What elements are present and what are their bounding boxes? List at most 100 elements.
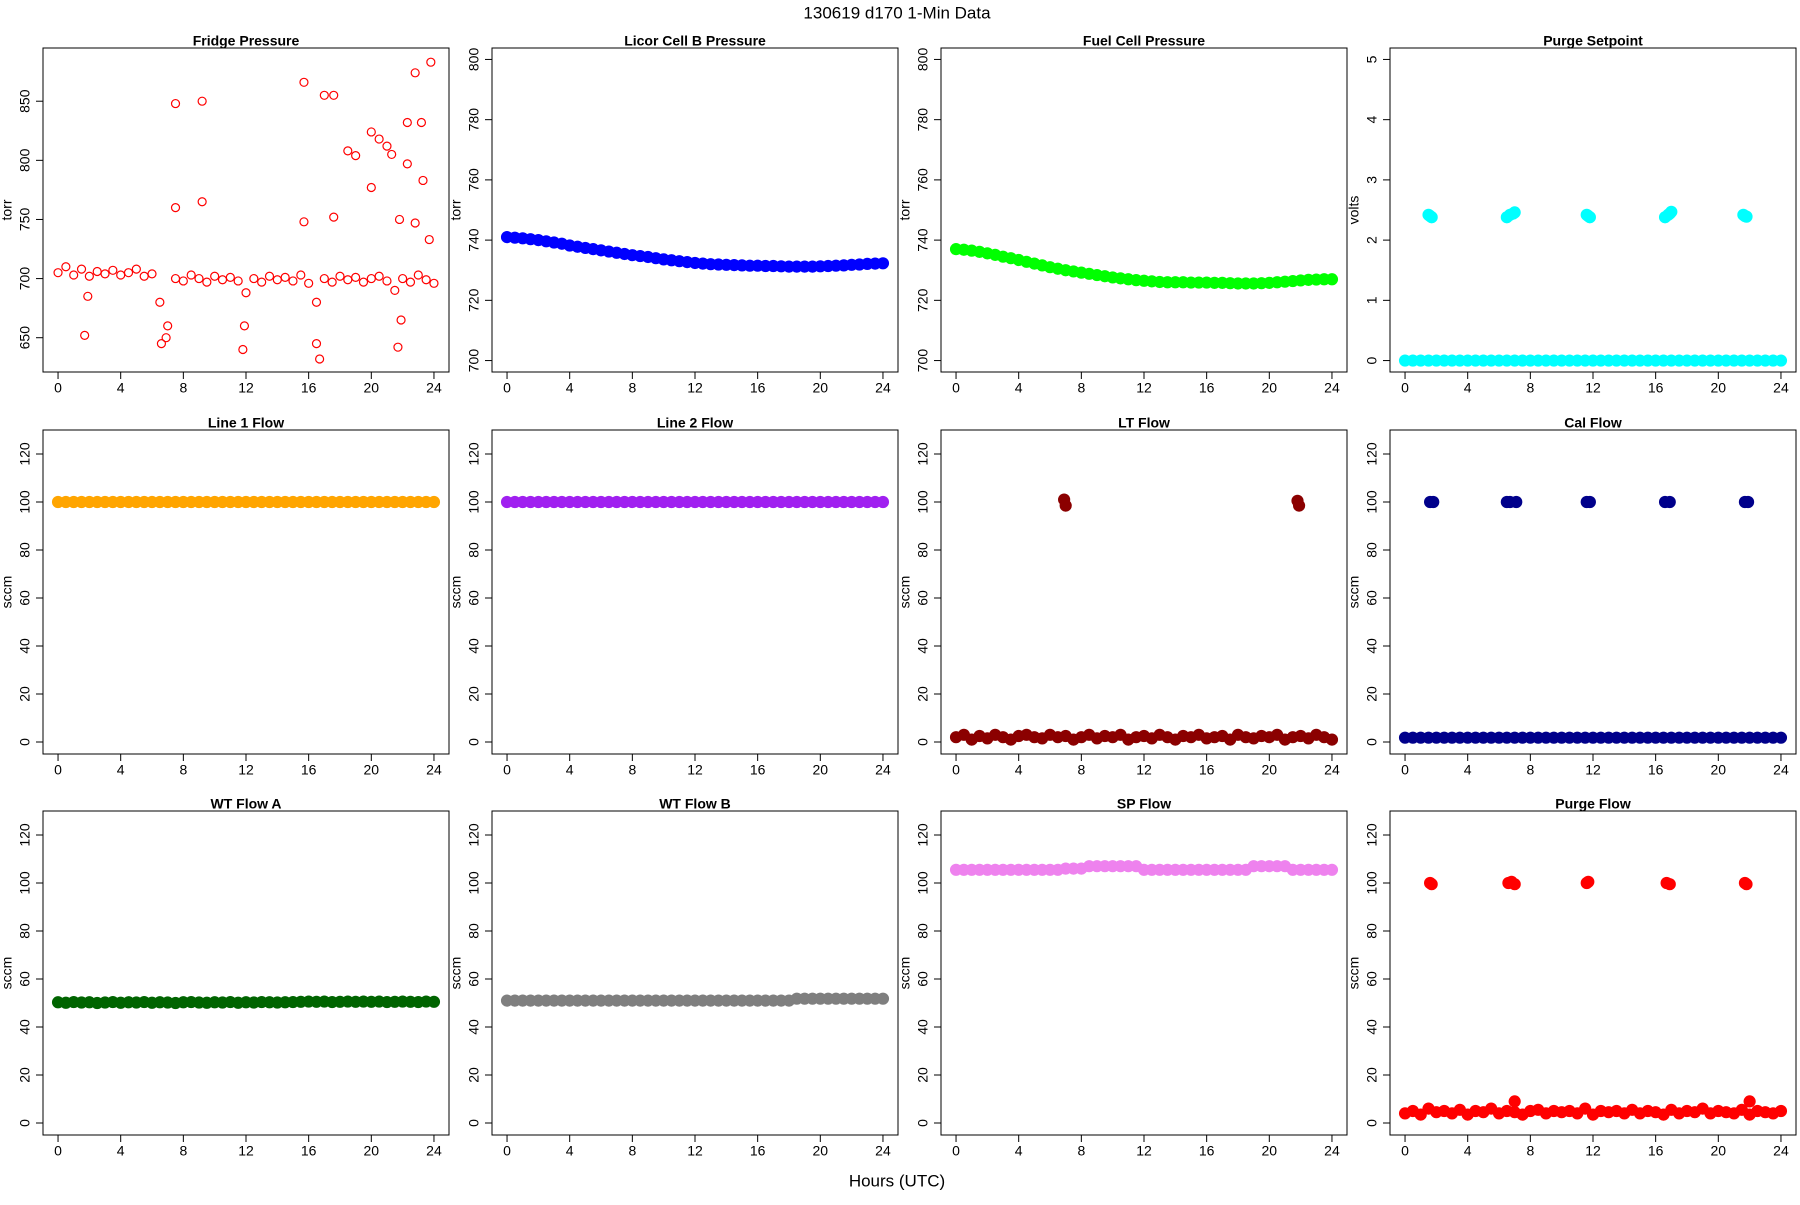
x-tick-label: 24	[426, 1143, 442, 1159]
panel-frame	[940, 810, 1348, 1136]
point	[366, 127, 376, 137]
panel-title: LT Flow	[1118, 415, 1170, 431]
point	[123, 268, 134, 278]
y-tick-label: 0	[466, 738, 482, 746]
x-tick-label: 12	[687, 762, 703, 778]
point	[1427, 495, 1440, 509]
point	[319, 273, 329, 284]
y-tick-label: 0	[466, 1119, 482, 1127]
point	[327, 277, 337, 287]
x-tick-label: 16	[750, 762, 766, 778]
x-tick-label: 8	[1077, 762, 1085, 778]
y-tick-label: 20	[17, 686, 33, 702]
point	[264, 271, 275, 281]
point	[1510, 495, 1523, 509]
y-tick-label: 700	[17, 267, 33, 291]
x-tick-label: 12	[238, 762, 254, 778]
y-tick-label: 120	[1364, 823, 1380, 847]
point	[288, 276, 298, 286]
point	[390, 285, 400, 296]
y-tick-label: 4	[1364, 116, 1380, 124]
point	[238, 344, 248, 355]
y-tick-label: 80	[915, 542, 931, 558]
point	[1665, 205, 1678, 218]
point	[311, 339, 322, 349]
y-axis-label: torr	[448, 199, 464, 220]
point	[418, 175, 428, 186]
point	[1325, 273, 1339, 286]
x-tick-label: 12	[1585, 380, 1601, 396]
point	[315, 354, 325, 364]
point	[358, 277, 369, 287]
y-tick-label: 60	[466, 590, 482, 606]
plot-area	[51, 995, 441, 1010]
plot-area	[500, 231, 890, 273]
point	[366, 182, 376, 193]
y-tick-label: 1	[1364, 296, 1380, 304]
x-tick-label: 12	[687, 1143, 703, 1159]
x-tick-label: 4	[1015, 380, 1023, 396]
y-tick-label: 60	[466, 971, 482, 987]
y-tick-label: 3	[1364, 176, 1380, 184]
point	[1425, 878, 1438, 891]
x-tick-label: 16	[750, 1143, 766, 1159]
x-tick-label: 4	[1464, 380, 1472, 396]
point	[194, 273, 204, 284]
x-tick-label: 24	[1324, 380, 1340, 396]
plot-area	[51, 495, 441, 509]
panel-title: Purge Flow	[1555, 796, 1631, 812]
point	[170, 273, 181, 284]
x-tick-label: 16	[301, 380, 317, 396]
point	[382, 276, 392, 286]
y-tick-label: 60	[17, 971, 33, 987]
y-tick-label: 120	[466, 823, 482, 847]
y-tick-label: 0	[915, 738, 931, 746]
point	[84, 271, 94, 281]
y-tick-label: 800	[466, 48, 482, 72]
x-tick-label: 24	[875, 762, 891, 778]
y-tick-label: 0	[1364, 356, 1380, 364]
point	[1325, 863, 1339, 876]
point	[1582, 875, 1595, 888]
y-tick-label: 5	[1364, 55, 1380, 63]
point	[410, 218, 420, 228]
x-tick-label: 8	[1526, 1143, 1534, 1159]
x-tick-label: 20	[1711, 762, 1727, 778]
y-tick-label: 100	[1364, 871, 1380, 895]
x-tick-label: 4	[117, 380, 125, 396]
x-tick-label: 0	[952, 1143, 960, 1159]
y-tick-label: 0	[17, 1119, 33, 1127]
x-tick-label: 12	[1585, 762, 1601, 778]
point	[225, 272, 235, 283]
y-axis-label: sccm	[1346, 957, 1362, 990]
x-tick-label: 8	[1526, 762, 1534, 778]
panel-frame	[940, 47, 1348, 373]
plot-area	[949, 860, 1339, 876]
x-tick-label: 24	[1773, 762, 1789, 778]
point	[405, 277, 416, 287]
y-tick-label: 2	[1364, 236, 1380, 244]
point	[155, 297, 165, 307]
y-tick-label: 700	[915, 349, 931, 373]
point	[429, 278, 439, 288]
x-tick-label: 24	[875, 1143, 891, 1159]
point	[299, 77, 309, 87]
y-axis-label: sccm	[0, 957, 15, 990]
y-tick-label: 100	[466, 871, 482, 895]
point	[427, 495, 441, 509]
y-tick-label: 780	[915, 108, 931, 132]
y-tick-label: 100	[915, 871, 931, 895]
plot-area	[500, 495, 890, 509]
point	[416, 117, 427, 128]
point	[1292, 499, 1306, 512]
point	[402, 159, 412, 169]
point	[116, 270, 126, 280]
point	[876, 992, 890, 1005]
point	[421, 275, 431, 285]
point	[343, 275, 353, 285]
x-tick-label: 20	[813, 1143, 829, 1159]
x-tick-label: 8	[628, 380, 636, 396]
plot-area	[1398, 205, 1788, 367]
x-tick-label: 0	[1401, 1143, 1409, 1159]
panel-title: Fridge Pressure	[193, 33, 300, 49]
